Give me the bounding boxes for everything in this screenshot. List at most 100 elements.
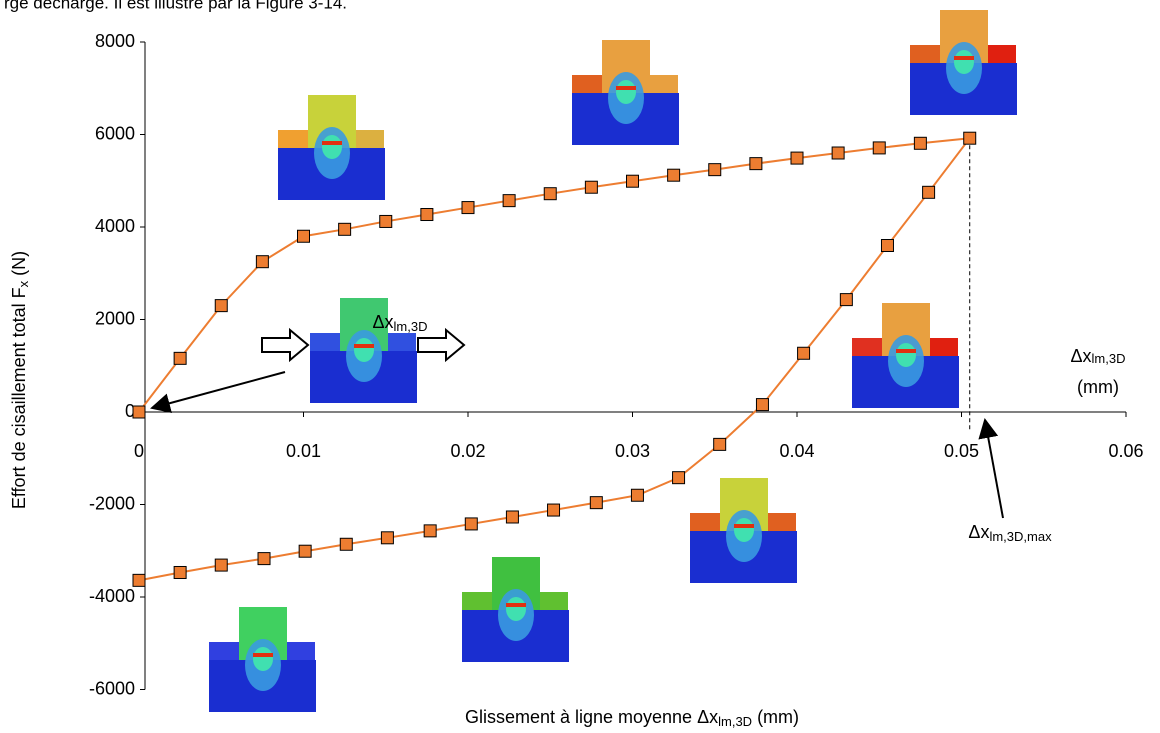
fe-inset xyxy=(690,478,797,583)
marker xyxy=(420,208,434,222)
y-tick-label: 6000 xyxy=(95,123,135,143)
fe-inset xyxy=(278,95,385,200)
fe-hot xyxy=(616,86,636,90)
marker xyxy=(713,437,727,451)
marker xyxy=(672,471,686,485)
marker xyxy=(257,552,271,566)
y-axis-label-part: (N) xyxy=(9,251,29,281)
fe-contour xyxy=(954,50,974,74)
x-tick-label: 0.04 xyxy=(779,441,814,461)
fe-hot xyxy=(253,653,273,657)
marker xyxy=(797,346,811,360)
fe-side xyxy=(572,75,610,95)
y-tick-label: 4000 xyxy=(95,216,135,236)
fe-contour xyxy=(354,338,374,362)
fe-hot xyxy=(322,141,342,145)
annotation: Δxlm,3D,max xyxy=(968,522,1052,545)
fe-inset xyxy=(910,10,1017,115)
x-axis-label-part: Glissement à ligne moyenne Δx xyxy=(465,707,718,727)
fe-side xyxy=(310,333,348,353)
fe-side xyxy=(852,338,890,358)
fe-side xyxy=(462,592,500,612)
fe-side xyxy=(690,513,728,533)
fe-contour xyxy=(253,647,273,671)
annotation-arrow xyxy=(150,371,286,413)
annotation: (mm) xyxy=(1077,377,1119,397)
fe-inset xyxy=(852,303,959,408)
x-tick-label: 0.05 xyxy=(944,441,979,461)
marker xyxy=(297,229,310,243)
annotation: Δxlm,3D xyxy=(373,312,428,335)
marker xyxy=(584,180,598,194)
marker xyxy=(173,565,187,579)
y-axis-label-part: Effort de cisaillement total F xyxy=(9,287,29,509)
y-tick-label: -6000 xyxy=(89,678,135,698)
marker xyxy=(380,531,394,545)
marker xyxy=(831,146,845,160)
marker xyxy=(423,524,437,538)
marker xyxy=(839,293,853,307)
marker xyxy=(464,517,478,531)
fe-inset xyxy=(572,40,679,145)
marker xyxy=(626,174,639,188)
marker xyxy=(255,255,269,269)
y-axis-label-part: x xyxy=(16,280,31,287)
fe-inset xyxy=(462,557,569,662)
x-tick-label: 0 xyxy=(134,441,144,461)
marker xyxy=(214,558,228,572)
marker xyxy=(872,141,886,155)
marker xyxy=(173,351,187,365)
annotation-part: Δx xyxy=(968,522,989,542)
marker xyxy=(589,496,603,510)
annotation-part: Δx xyxy=(373,312,394,332)
y-tick-label: 8000 xyxy=(95,31,135,51)
marker xyxy=(502,194,516,208)
marker xyxy=(922,185,936,199)
x-tick-label: 0.06 xyxy=(1108,441,1143,461)
annotation-arrow xyxy=(978,418,1004,519)
fe-hot xyxy=(896,349,916,353)
fe-hot xyxy=(734,524,754,528)
annotation-part: lm,3D xyxy=(394,319,428,334)
marker xyxy=(339,537,353,551)
marker xyxy=(132,405,146,419)
fe-hot xyxy=(506,603,526,607)
fe-hot xyxy=(354,344,374,348)
y-tick-label: 0 xyxy=(125,401,135,421)
marker xyxy=(461,201,475,215)
fe-contour xyxy=(896,343,916,367)
marker xyxy=(880,239,894,252)
marker xyxy=(214,299,228,313)
marker xyxy=(790,151,804,165)
marker xyxy=(963,131,977,145)
marker xyxy=(708,163,722,177)
marker xyxy=(338,222,352,236)
fe-side xyxy=(910,45,948,65)
y-tick-label: -4000 xyxy=(89,586,135,606)
marker xyxy=(547,503,561,517)
annotation-part: lm,3D,max xyxy=(989,529,1052,544)
x-tick-label: 0.03 xyxy=(615,441,650,461)
caption: rge décharge. Il est illustré par la Fig… xyxy=(4,0,347,12)
marker xyxy=(132,573,146,587)
y-tick-label: 2000 xyxy=(95,308,135,328)
marker xyxy=(913,136,927,150)
marker xyxy=(755,398,769,412)
annotation: Δxlm,3D xyxy=(1071,346,1126,367)
hollow-arrow xyxy=(261,327,310,363)
marker xyxy=(379,214,393,228)
fe-contour xyxy=(322,135,342,159)
fe-contour xyxy=(506,597,526,621)
fe-hot xyxy=(954,56,974,60)
fe-contour xyxy=(616,80,636,104)
marker xyxy=(298,544,312,558)
y-tick-label: -2000 xyxy=(89,493,135,513)
annotation-part: lm,3D xyxy=(1092,351,1126,366)
marker xyxy=(543,187,557,201)
x-axis-label-part: (mm) xyxy=(752,707,799,727)
x-tick-label: 0.02 xyxy=(450,441,485,461)
marker xyxy=(630,488,644,502)
fe-contour xyxy=(734,518,754,542)
